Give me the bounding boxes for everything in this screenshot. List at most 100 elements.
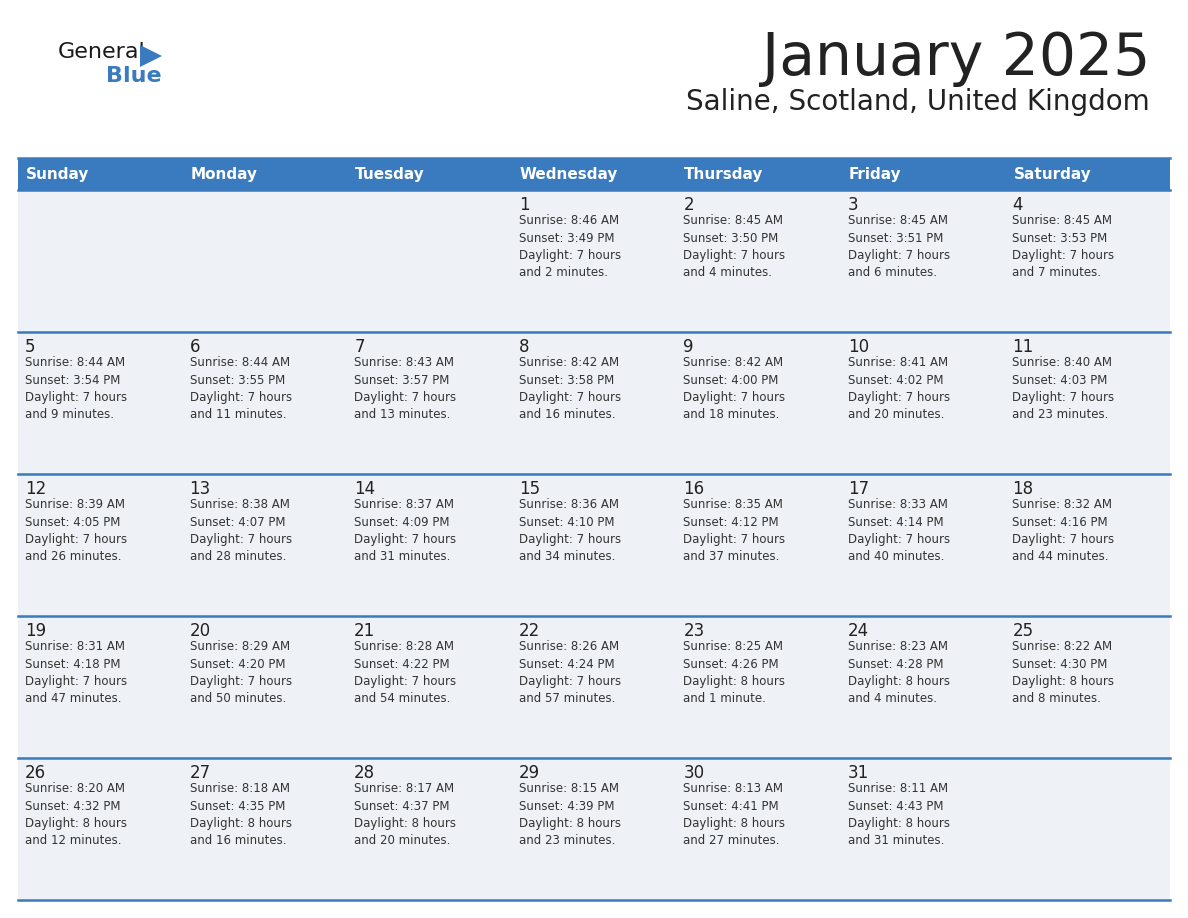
Bar [841, 616, 1005, 758]
Bar [676, 190, 841, 332]
Text: 7: 7 [354, 338, 365, 356]
Text: 16: 16 [683, 480, 704, 498]
Bar [1005, 332, 1170, 474]
Text: Sunrise: 8:35 AM
Sunset: 4:12 PM
Daylight: 7 hours
and 37 minutes.: Sunrise: 8:35 AM Sunset: 4:12 PM Dayligh… [683, 498, 785, 564]
Text: Sunrise: 8:46 AM
Sunset: 3:49 PM
Daylight: 7 hours
and 2 minutes.: Sunrise: 8:46 AM Sunset: 3:49 PM Dayligh… [519, 214, 621, 279]
Text: Sunrise: 8:44 AM
Sunset: 3:54 PM
Daylight: 7 hours
and 9 minutes.: Sunrise: 8:44 AM Sunset: 3:54 PM Dayligh… [25, 356, 127, 421]
Bar [347, 474, 512, 616]
Text: 21: 21 [354, 622, 375, 640]
Bar [841, 758, 1005, 900]
Text: Sunrise: 8:17 AM
Sunset: 4:37 PM
Daylight: 8 hours
and 20 minutes.: Sunrise: 8:17 AM Sunset: 4:37 PM Dayligh… [354, 782, 456, 847]
Text: Sunrise: 8:45 AM
Sunset: 3:50 PM
Daylight: 7 hours
and 4 minutes.: Sunrise: 8:45 AM Sunset: 3:50 PM Dayligh… [683, 214, 785, 279]
Text: 15: 15 [519, 480, 539, 498]
Text: Sunrise: 8:41 AM
Sunset: 4:02 PM
Daylight: 7 hours
and 20 minutes.: Sunrise: 8:41 AM Sunset: 4:02 PM Dayligh… [848, 356, 950, 421]
Text: Sunrise: 8:45 AM
Sunset: 3:51 PM
Daylight: 7 hours
and 6 minutes.: Sunrise: 8:45 AM Sunset: 3:51 PM Dayligh… [848, 214, 950, 279]
Text: Sunrise: 8:26 AM
Sunset: 4:24 PM
Daylight: 7 hours
and 57 minutes.: Sunrise: 8:26 AM Sunset: 4:24 PM Dayligh… [519, 640, 621, 706]
Text: 29: 29 [519, 764, 539, 782]
Text: 13: 13 [190, 480, 210, 498]
Text: Blue: Blue [106, 66, 162, 86]
Text: Sunrise: 8:29 AM
Sunset: 4:20 PM
Daylight: 7 hours
and 50 minutes.: Sunrise: 8:29 AM Sunset: 4:20 PM Dayligh… [190, 640, 292, 706]
Text: Wednesday: Wednesday [519, 166, 618, 182]
Bar [676, 474, 841, 616]
Bar [1005, 758, 1170, 900]
Bar [676, 616, 841, 758]
Text: 28: 28 [354, 764, 375, 782]
Bar [183, 474, 347, 616]
Bar [841, 474, 1005, 616]
Bar [512, 758, 676, 900]
Text: 3: 3 [848, 196, 859, 214]
Text: Sunrise: 8:31 AM
Sunset: 4:18 PM
Daylight: 7 hours
and 47 minutes.: Sunrise: 8:31 AM Sunset: 4:18 PM Dayligh… [25, 640, 127, 706]
Text: 18: 18 [1012, 480, 1034, 498]
Text: 14: 14 [354, 480, 375, 498]
Bar [183, 190, 347, 332]
Text: Sunrise: 8:28 AM
Sunset: 4:22 PM
Daylight: 7 hours
and 54 minutes.: Sunrise: 8:28 AM Sunset: 4:22 PM Dayligh… [354, 640, 456, 706]
Text: 12: 12 [25, 480, 46, 498]
Bar [347, 190, 512, 332]
Bar [18, 474, 183, 616]
Bar [347, 758, 512, 900]
Text: Sunrise: 8:40 AM
Sunset: 4:03 PM
Daylight: 7 hours
and 23 minutes.: Sunrise: 8:40 AM Sunset: 4:03 PM Dayligh… [1012, 356, 1114, 421]
Text: Sunrise: 8:32 AM
Sunset: 4:16 PM
Daylight: 7 hours
and 44 minutes.: Sunrise: 8:32 AM Sunset: 4:16 PM Dayligh… [1012, 498, 1114, 564]
Text: 4: 4 [1012, 196, 1023, 214]
Bar [676, 332, 841, 474]
Bar [841, 332, 1005, 474]
Text: Sunday: Sunday [26, 166, 89, 182]
Text: Sunrise: 8:22 AM
Sunset: 4:30 PM
Daylight: 8 hours
and 8 minutes.: Sunrise: 8:22 AM Sunset: 4:30 PM Dayligh… [1012, 640, 1114, 706]
Text: General: General [58, 42, 146, 62]
Text: January 2025: January 2025 [762, 30, 1150, 87]
Bar [512, 158, 676, 190]
Text: Sunrise: 8:18 AM
Sunset: 4:35 PM
Daylight: 8 hours
and 16 minutes.: Sunrise: 8:18 AM Sunset: 4:35 PM Dayligh… [190, 782, 291, 847]
Text: Sunrise: 8:33 AM
Sunset: 4:14 PM
Daylight: 7 hours
and 40 minutes.: Sunrise: 8:33 AM Sunset: 4:14 PM Dayligh… [848, 498, 950, 564]
Bar [841, 190, 1005, 332]
Bar [18, 758, 183, 900]
Text: Saturday: Saturday [1013, 166, 1092, 182]
Bar [676, 158, 841, 190]
Text: Sunrise: 8:11 AM
Sunset: 4:43 PM
Daylight: 8 hours
and 31 minutes.: Sunrise: 8:11 AM Sunset: 4:43 PM Dayligh… [848, 782, 950, 847]
Text: Thursday: Thursday [684, 166, 764, 182]
Text: 23: 23 [683, 622, 704, 640]
Text: 6: 6 [190, 338, 200, 356]
Bar [183, 758, 347, 900]
Text: 2: 2 [683, 196, 694, 214]
Bar [18, 190, 183, 332]
Text: 19: 19 [25, 622, 46, 640]
Text: 9: 9 [683, 338, 694, 356]
Bar [512, 474, 676, 616]
Text: 20: 20 [190, 622, 210, 640]
Text: 11: 11 [1012, 338, 1034, 356]
Text: Sunrise: 8:44 AM
Sunset: 3:55 PM
Daylight: 7 hours
and 11 minutes.: Sunrise: 8:44 AM Sunset: 3:55 PM Dayligh… [190, 356, 292, 421]
Text: Monday: Monday [190, 166, 258, 182]
Bar [18, 616, 183, 758]
Text: 25: 25 [1012, 622, 1034, 640]
Text: Sunrise: 8:39 AM
Sunset: 4:05 PM
Daylight: 7 hours
and 26 minutes.: Sunrise: 8:39 AM Sunset: 4:05 PM Dayligh… [25, 498, 127, 564]
Text: 1: 1 [519, 196, 530, 214]
Text: Sunrise: 8:36 AM
Sunset: 4:10 PM
Daylight: 7 hours
and 34 minutes.: Sunrise: 8:36 AM Sunset: 4:10 PM Dayligh… [519, 498, 621, 564]
Bar [183, 158, 347, 190]
Bar [347, 332, 512, 474]
Text: Sunrise: 8:23 AM
Sunset: 4:28 PM
Daylight: 8 hours
and 4 minutes.: Sunrise: 8:23 AM Sunset: 4:28 PM Dayligh… [848, 640, 950, 706]
Text: 8: 8 [519, 338, 529, 356]
Bar [841, 158, 1005, 190]
Text: Friday: Friday [849, 166, 902, 182]
Text: 26: 26 [25, 764, 46, 782]
Text: 30: 30 [683, 764, 704, 782]
Text: 5: 5 [25, 338, 36, 356]
Bar [1005, 158, 1170, 190]
Text: Sunrise: 8:37 AM
Sunset: 4:09 PM
Daylight: 7 hours
and 31 minutes.: Sunrise: 8:37 AM Sunset: 4:09 PM Dayligh… [354, 498, 456, 564]
Bar [1005, 616, 1170, 758]
Text: 10: 10 [848, 338, 868, 356]
Bar [183, 616, 347, 758]
Bar [512, 190, 676, 332]
Text: 17: 17 [848, 480, 868, 498]
Text: Sunrise: 8:45 AM
Sunset: 3:53 PM
Daylight: 7 hours
and 7 minutes.: Sunrise: 8:45 AM Sunset: 3:53 PM Dayligh… [1012, 214, 1114, 279]
Text: Tuesday: Tuesday [355, 166, 425, 182]
Bar [347, 158, 512, 190]
Bar [18, 332, 183, 474]
Text: Sunrise: 8:15 AM
Sunset: 4:39 PM
Daylight: 8 hours
and 23 minutes.: Sunrise: 8:15 AM Sunset: 4:39 PM Dayligh… [519, 782, 620, 847]
Text: 24: 24 [848, 622, 868, 640]
Bar [347, 616, 512, 758]
Polygon shape [140, 45, 162, 67]
Text: Sunrise: 8:20 AM
Sunset: 4:32 PM
Daylight: 8 hours
and 12 minutes.: Sunrise: 8:20 AM Sunset: 4:32 PM Dayligh… [25, 782, 127, 847]
Text: Sunrise: 8:42 AM
Sunset: 4:00 PM
Daylight: 7 hours
and 18 minutes.: Sunrise: 8:42 AM Sunset: 4:00 PM Dayligh… [683, 356, 785, 421]
